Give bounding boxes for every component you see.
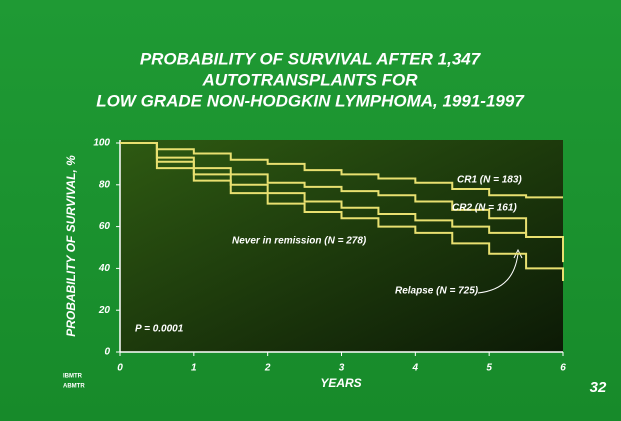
logo-text: ABMTR [63, 384, 85, 390]
x-tick-label: 3 [339, 363, 345, 374]
x-tick-label: 0 [117, 363, 123, 374]
x-tick-label: 6 [560, 363, 566, 374]
y-tick-label: 40 [98, 263, 111, 274]
y-tick-label: 60 [99, 221, 111, 232]
x-axis-label: YEARS [320, 376, 361, 390]
x-tick-label: 2 [264, 363, 271, 374]
slide-number: 32 [590, 379, 607, 396]
arrow [477, 253, 519, 294]
y-tick-label: 80 [99, 179, 111, 190]
x-tick-label: 1 [191, 363, 197, 374]
series-label: CR2 (N = 161) [452, 203, 517, 214]
survival-curve [120, 142, 563, 239]
y-tick-label: 20 [98, 305, 111, 316]
y-tick-label: 0 [104, 347, 110, 358]
logo-text: IBMTR [63, 374, 83, 380]
p-value: P = 0.0001 [135, 324, 184, 335]
x-tick-label: 4 [412, 363, 419, 374]
series-label: Relapse (N = 725) [395, 286, 479, 297]
survival-curve [120, 142, 563, 199]
y-axis-label: PROBABILITY OF SURVIVAL, % [64, 155, 78, 337]
series-label: CR1 (N = 183) [457, 175, 522, 186]
title-line: PROBABILITY OF SURVIVAL AFTER 1,347 [140, 49, 482, 68]
title-line: AUTOTRANSPLANTS FOR [201, 70, 418, 89]
arrow-head [513, 248, 523, 259]
series-label: Never in remission (N = 278) [232, 236, 367, 247]
x-tick-label: 5 [486, 363, 492, 374]
y-tick-label: 100 [93, 138, 110, 149]
title-line: LOW GRADE NON-HODGKIN LYMPHOMA, 1991-199… [96, 91, 525, 110]
survival-curve [120, 142, 564, 281]
